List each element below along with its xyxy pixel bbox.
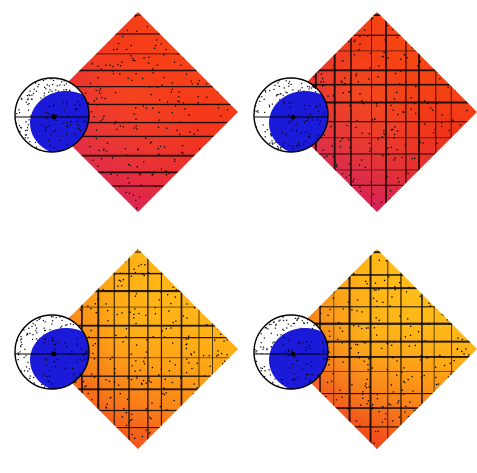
center-marker <box>290 114 296 120</box>
probe-circle <box>14 314 90 390</box>
panel-top-right <box>253 12 477 212</box>
center-marker <box>51 114 57 120</box>
panel-bottom-left <box>14 249 238 449</box>
panel-top-left <box>14 12 238 212</box>
center-marker <box>290 351 296 357</box>
center-marker <box>51 351 57 357</box>
panel-bottom-right <box>253 249 477 449</box>
